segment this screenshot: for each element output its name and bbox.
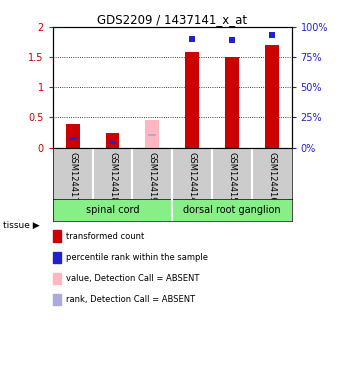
Text: dorsal root ganglion: dorsal root ganglion [183, 205, 281, 215]
Text: GSM124415: GSM124415 [227, 152, 236, 202]
Bar [145, 120, 159, 148]
Bar [265, 45, 279, 148]
Text: tissue ▶: tissue ▶ [3, 221, 40, 230]
Text: GSM124417: GSM124417 [68, 152, 77, 202]
Bar [148, 134, 156, 136]
Title: GDS2209 / 1437141_x_at: GDS2209 / 1437141_x_at [97, 13, 247, 26]
Text: rank, Detection Call = ABSENT: rank, Detection Call = ABSENT [66, 295, 196, 304]
Bar [69, 137, 77, 140]
Bar [109, 141, 116, 144]
Text: value, Detection Call = ABSENT: value, Detection Call = ABSENT [66, 274, 200, 283]
Bar [185, 52, 199, 148]
Text: GSM124419: GSM124419 [148, 152, 157, 202]
Text: spinal cord: spinal cord [86, 205, 139, 215]
Bar [225, 57, 239, 148]
Bar [172, 199, 292, 221]
Bar [66, 124, 80, 148]
Bar [106, 132, 119, 148]
Text: GSM124414: GSM124414 [188, 152, 197, 202]
Bar [53, 199, 172, 221]
Text: GSM124416: GSM124416 [267, 152, 276, 202]
Text: transformed count: transformed count [66, 232, 145, 241]
Text: percentile rank within the sample: percentile rank within the sample [66, 253, 208, 262]
Text: GSM124418: GSM124418 [108, 152, 117, 202]
